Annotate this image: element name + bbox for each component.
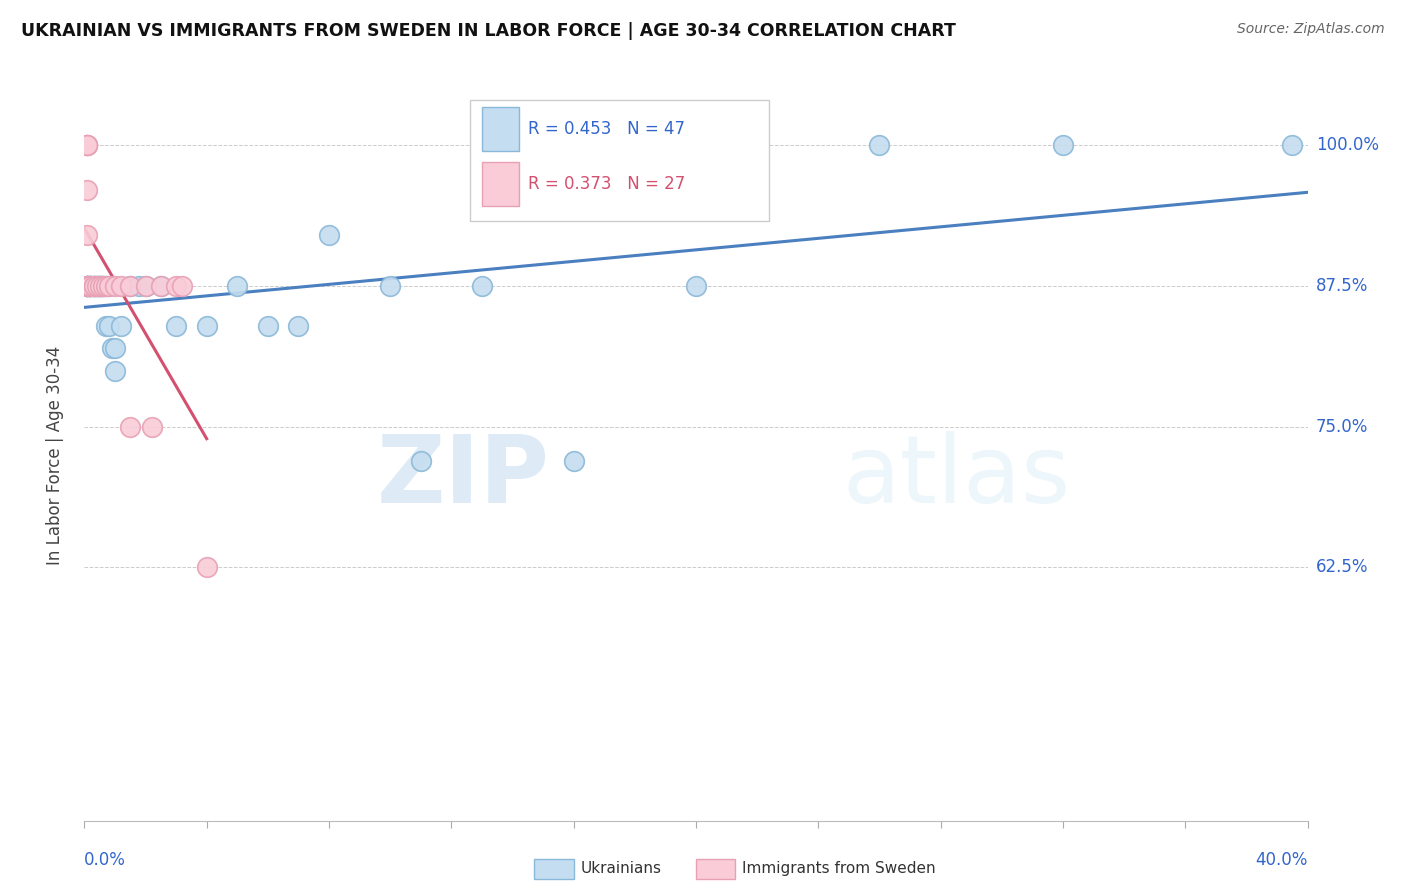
Point <box>685 279 707 293</box>
Point <box>76 279 98 293</box>
Point <box>104 363 127 377</box>
Text: 40.0%: 40.0% <box>1256 851 1308 869</box>
Point <box>149 279 172 293</box>
Point <box>89 279 111 293</box>
Point <box>94 318 117 333</box>
Point <box>76 279 98 293</box>
Point <box>83 279 105 293</box>
Point <box>79 279 101 293</box>
Bar <box>482 162 519 206</box>
Text: 75.0%: 75.0% <box>1316 417 1368 436</box>
Point <box>76 138 98 153</box>
Point <box>380 279 402 293</box>
Point <box>76 228 98 243</box>
Point <box>79 279 101 293</box>
Point <box>135 279 157 293</box>
Point <box>104 341 127 355</box>
Point <box>76 138 98 153</box>
Point <box>97 279 120 293</box>
Point <box>76 138 98 153</box>
Point <box>91 279 114 293</box>
Y-axis label: In Labor Force | Age 30-34: In Labor Force | Age 30-34 <box>45 345 63 565</box>
Point <box>89 279 111 293</box>
Point <box>76 279 98 293</box>
Point <box>76 279 98 293</box>
Point <box>94 279 117 293</box>
Point <box>104 279 127 293</box>
Bar <box>482 107 519 152</box>
Point <box>94 279 117 293</box>
FancyBboxPatch shape <box>470 100 769 221</box>
Point <box>165 279 187 293</box>
Point <box>79 279 101 293</box>
Point <box>83 279 105 293</box>
Text: 100.0%: 100.0% <box>1316 136 1379 154</box>
Text: 62.5%: 62.5% <box>1316 558 1368 576</box>
Point <box>89 279 111 293</box>
Point <box>76 279 98 293</box>
Point <box>83 279 105 293</box>
Point <box>869 138 891 153</box>
Point <box>76 279 98 293</box>
Text: atlas: atlas <box>842 431 1071 523</box>
Point <box>195 318 218 333</box>
Point <box>79 279 101 293</box>
Point <box>287 318 309 333</box>
Text: R = 0.373   N = 27: R = 0.373 N = 27 <box>529 176 686 194</box>
Point <box>1281 138 1303 153</box>
Point <box>120 279 142 293</box>
Point <box>1052 138 1074 153</box>
Point <box>86 279 108 293</box>
Point <box>149 279 172 293</box>
Text: R = 0.453   N = 47: R = 0.453 N = 47 <box>529 120 685 138</box>
Point <box>172 279 194 293</box>
Point <box>91 279 114 293</box>
Point <box>76 279 98 293</box>
Text: UKRAINIAN VS IMMIGRANTS FROM SWEDEN IN LABOR FORCE | AGE 30-34 CORRELATION CHART: UKRAINIAN VS IMMIGRANTS FROM SWEDEN IN L… <box>21 22 956 40</box>
Text: Ukrainians: Ukrainians <box>581 862 662 876</box>
Point <box>76 138 98 153</box>
Point <box>120 419 142 434</box>
Point <box>91 279 114 293</box>
Text: ZIP: ZIP <box>377 431 550 523</box>
Point <box>79 279 101 293</box>
Point <box>89 279 111 293</box>
Point <box>83 279 105 293</box>
Point <box>471 279 494 293</box>
Text: 0.0%: 0.0% <box>84 851 127 869</box>
Point <box>89 279 111 293</box>
Point <box>79 279 101 293</box>
Point <box>101 341 124 355</box>
Text: 87.5%: 87.5% <box>1316 277 1368 295</box>
Point <box>86 279 108 293</box>
Point <box>409 453 432 467</box>
Text: Source: ZipAtlas.com: Source: ZipAtlas.com <box>1237 22 1385 37</box>
Point <box>135 279 157 293</box>
Point <box>86 279 108 293</box>
Point <box>97 318 120 333</box>
Point <box>110 318 132 333</box>
Point <box>110 279 132 293</box>
Point <box>195 560 218 574</box>
Point <box>562 453 585 467</box>
Point <box>97 279 120 293</box>
Point <box>76 184 98 198</box>
Point <box>128 279 150 293</box>
Point <box>141 419 163 434</box>
Text: Immigrants from Sweden: Immigrants from Sweden <box>742 862 936 876</box>
Point <box>86 279 108 293</box>
Point <box>257 318 280 333</box>
Point <box>318 228 340 243</box>
Point <box>120 279 142 293</box>
Point <box>226 279 249 293</box>
Point <box>83 279 105 293</box>
Point <box>165 318 187 333</box>
